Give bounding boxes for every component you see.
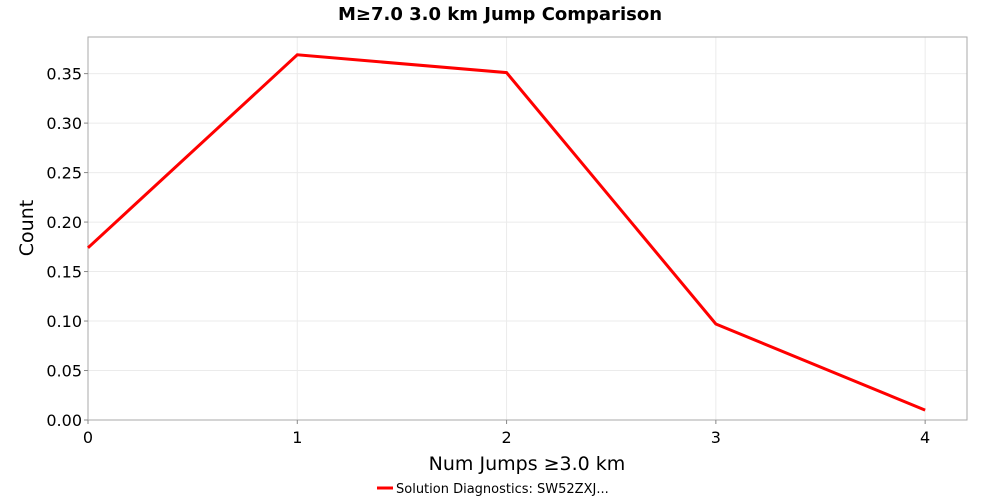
plot-area: [87, 36, 968, 421]
y-tick-label: 0.05: [46, 362, 82, 381]
grid: [87, 37, 967, 421]
x-tick-label: 3: [711, 428, 721, 447]
legend-label: Solution Diagnostics: SW52ZXJ...: [396, 482, 609, 497]
y-tick-label: 0.25: [46, 164, 82, 183]
y-tick-label: 0.10: [46, 312, 82, 331]
y-axis-label: Count: [16, 200, 38, 256]
x-axis: 0 1 2 3 4: [83, 420, 930, 447]
x-tick-label: 4: [920, 428, 930, 447]
series-lines: [86, 53, 926, 412]
x-tick-label: 2: [501, 428, 511, 447]
y-tick-label: 0.30: [46, 114, 82, 133]
x-tick-label: 0: [83, 428, 93, 447]
y-tick-label: 0.00: [46, 411, 82, 430]
y-axis: 0.00 0.05 0.10 0.15 0.20 0.25 0.30 0.35: [46, 65, 88, 430]
y-tick-label: 0.20: [46, 213, 82, 232]
chart-title: M≥7.0 3.0 km Jump Comparison: [338, 4, 662, 25]
y-tick-label: 0.35: [46, 65, 82, 84]
x-axis-label: Num Jumps ≥3.0 km: [429, 453, 626, 475]
legend: Solution Diagnostics: SW52ZXJ...: [377, 482, 609, 497]
y-tick-label: 0.15: [46, 263, 82, 282]
x-tick-label: 1: [292, 428, 302, 447]
